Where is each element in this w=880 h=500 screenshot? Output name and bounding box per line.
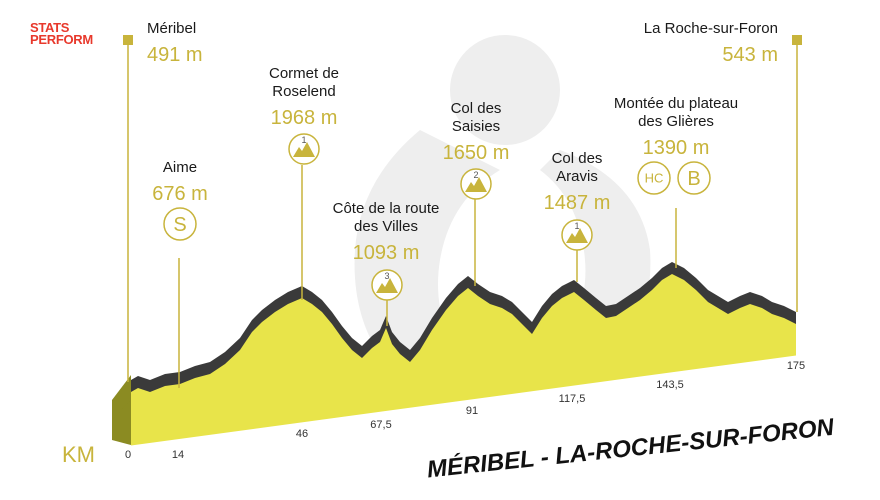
start-flag-icon (123, 35, 133, 45)
km-tick-label: 175 (787, 360, 805, 372)
sprint-point-altitude: 676 m (152, 183, 208, 205)
climb-villes-altitude: 1093 m (353, 242, 420, 264)
climb-aravis-altitude: 1487 m (544, 192, 611, 214)
point-labels: Méribel 491 m La Roche-sur-Foron 543 m Aime 6… (147, 20, 778, 264)
climb-glieres-name: Montée du plateau (614, 95, 738, 112)
climb-glieres-altitude: 1390 m (643, 137, 710, 159)
climb-saisies-name: Col des (451, 100, 502, 117)
finish-point-altitude: 543 m (722, 44, 778, 66)
stage-title: MÉRIBEL - LA-ROCHE-SUR-FORON (426, 413, 836, 484)
climb-category: 2 (473, 170, 478, 180)
profile-floor (130, 354, 797, 446)
hc-category-icon: HC (637, 161, 671, 195)
km-tick-label: 0 (125, 449, 131, 461)
climb-saisies-name: Saisies (452, 118, 500, 135)
bonus-icon-label: B (687, 168, 700, 190)
marker-poles (123, 35, 802, 388)
mountain-icon: 3 (371, 269, 403, 301)
start-point-altitude: 491 m (147, 44, 203, 66)
mountain-icon: 1 (288, 133, 320, 165)
sprint-icon: S (163, 207, 197, 241)
profile-base (112, 400, 131, 445)
km-axis: 0 14 46 67,5 91 117,5 143,5 175 (125, 360, 805, 461)
point-badges: S 1 3 2 1 HC B (163, 133, 711, 301)
finish-point-name: La Roche-sur-Foron (644, 20, 778, 37)
sprint-point-name: Aime (163, 159, 197, 176)
stats-perform-logo: STATS PERFORM (30, 20, 93, 47)
climb-cormet-altitude: 1968 m (271, 107, 338, 129)
climb-glieres-name: des Glières (638, 113, 714, 130)
km-unit-label: KM (62, 442, 95, 467)
climb-category: 1 (574, 221, 579, 231)
profile-face (131, 274, 796, 445)
finish-flag-icon (792, 35, 802, 45)
climb-villes-name: Côte de la route (333, 200, 440, 217)
km-tick-label: 91 (466, 405, 478, 417)
climb-aravis-name: Col des (552, 150, 603, 167)
climb-aravis-name: Aravis (556, 168, 598, 185)
km-tick-label: 117,5 (559, 393, 586, 405)
climb-category: 1 (301, 135, 306, 145)
km-tick-label: 14 (172, 449, 184, 461)
km-tick-label: 67,5 (370, 419, 391, 431)
km-tick-label: 46 (296, 428, 308, 440)
climb-villes-name: des Villes (354, 218, 418, 235)
mountain-icon: 1 (561, 219, 593, 251)
start-point-name: Méribel (147, 20, 196, 37)
sprint-icon-label: S (173, 214, 186, 236)
km-tick-label: 143,5 (656, 379, 684, 391)
climb-category: 3 (384, 271, 389, 281)
mountain-icon: 2 (460, 168, 492, 200)
hc-category-icon-label: HC (645, 171, 664, 186)
bonus-icon: B (677, 161, 711, 195)
climb-saisies-altitude: 1650 m (443, 142, 510, 164)
climb-cormet-name: Cormet de (269, 65, 339, 82)
climb-cormet-name: Roselend (272, 83, 335, 100)
